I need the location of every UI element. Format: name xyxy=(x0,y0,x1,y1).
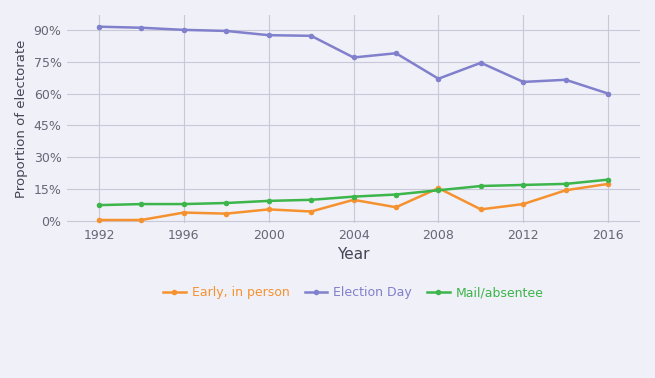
Election Day xyxy=(265,33,272,37)
Election Day xyxy=(350,55,358,60)
X-axis label: Year: Year xyxy=(337,247,370,262)
Early, in person xyxy=(477,207,485,212)
Mail/absentee xyxy=(562,181,570,186)
Election Day xyxy=(562,77,570,82)
Early, in person xyxy=(265,207,272,212)
Mail/absentee xyxy=(519,183,527,187)
Mail/absentee xyxy=(180,202,188,206)
Election Day xyxy=(180,28,188,32)
Mail/absentee xyxy=(307,198,315,202)
Mail/absentee xyxy=(605,177,612,182)
Mail/absentee xyxy=(95,203,103,208)
Mail/absentee xyxy=(138,202,145,206)
Mail/absentee xyxy=(392,192,400,197)
Mail/absentee xyxy=(222,201,230,205)
Election Day xyxy=(477,60,485,65)
Election Day xyxy=(307,34,315,38)
Early, in person xyxy=(138,218,145,222)
Early, in person xyxy=(350,198,358,202)
Early, in person xyxy=(605,181,612,186)
Early, in person xyxy=(307,209,315,214)
Early, in person xyxy=(434,186,442,191)
Election Day xyxy=(138,25,145,30)
Election Day xyxy=(222,29,230,33)
Y-axis label: Proportion of electorate: Proportion of electorate xyxy=(15,40,28,198)
Early, in person xyxy=(519,202,527,206)
Election Day xyxy=(392,51,400,56)
Early, in person xyxy=(222,211,230,216)
Line: Election Day: Election Day xyxy=(96,24,611,96)
Legend: Early, in person, Election Day, Mail/absentee: Early, in person, Election Day, Mail/abs… xyxy=(159,282,549,305)
Mail/absentee xyxy=(350,194,358,199)
Early, in person xyxy=(95,218,103,222)
Early, in person xyxy=(180,210,188,215)
Line: Early, in person: Early, in person xyxy=(96,181,611,223)
Early, in person xyxy=(392,205,400,209)
Election Day xyxy=(519,80,527,84)
Mail/absentee xyxy=(477,184,485,188)
Early, in person xyxy=(562,188,570,192)
Election Day xyxy=(605,91,612,96)
Election Day xyxy=(434,76,442,81)
Line: Mail/absentee: Mail/absentee xyxy=(96,177,611,208)
Mail/absentee xyxy=(265,198,272,203)
Election Day xyxy=(95,25,103,29)
Mail/absentee xyxy=(434,188,442,192)
